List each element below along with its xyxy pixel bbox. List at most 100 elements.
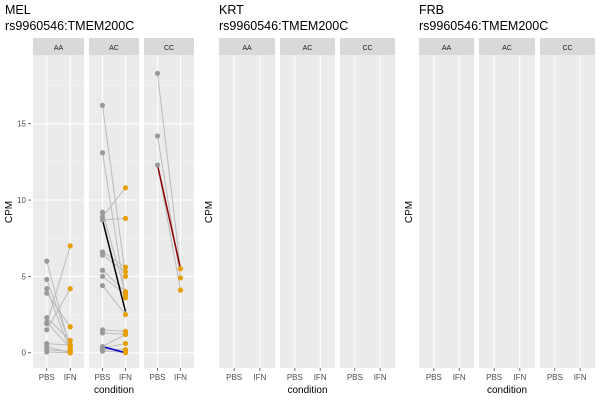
x-tick-label: IFN bbox=[174, 373, 187, 382]
facet-ac: AC PBS IFN bbox=[89, 38, 139, 382]
facet-strip-label: AC bbox=[502, 45, 512, 52]
point-pbs bbox=[44, 290, 50, 296]
point-ifn bbox=[122, 331, 129, 338]
point-ifn bbox=[67, 337, 73, 344]
facet-cc: CC PBS IFN bbox=[340, 38, 395, 382]
y-axis-label: CPM bbox=[4, 201, 15, 223]
point-ifn bbox=[122, 215, 129, 221]
y-tick-label: 0 bbox=[22, 349, 27, 358]
pair-line bbox=[46, 343, 71, 346]
point-pbs bbox=[154, 70, 161, 76]
facet-strip-label: AA bbox=[442, 45, 452, 52]
pair-line bbox=[102, 187, 126, 218]
point-ifn bbox=[122, 264, 129, 270]
point-pbs bbox=[44, 315, 50, 321]
point-ifn bbox=[67, 324, 73, 330]
x-tick-label: PBS bbox=[39, 373, 55, 382]
panel-background bbox=[479, 55, 535, 368]
point-pbs bbox=[44, 321, 50, 327]
facet-strip-label: AA bbox=[54, 45, 64, 52]
pair-line bbox=[102, 275, 126, 296]
point-pbs bbox=[99, 217, 106, 223]
facet-cc: CC PBS IFN bbox=[540, 38, 595, 382]
facet-strip-label: AA bbox=[242, 45, 252, 52]
facet-strip bbox=[89, 38, 139, 55]
panel-background bbox=[89, 55, 139, 368]
facet-strip bbox=[33, 38, 84, 55]
chart-title: KRT bbox=[219, 3, 244, 17]
y-tick-label: 5 bbox=[22, 272, 27, 281]
x-tick-label: PBS bbox=[347, 373, 363, 382]
point-pbs bbox=[44, 276, 50, 283]
y-axis-label: CPM bbox=[204, 201, 215, 223]
chart-subtitle: rs9960546:TMEM200C bbox=[5, 19, 134, 33]
point-ifn bbox=[177, 275, 184, 281]
facet-strip bbox=[419, 38, 474, 55]
point-ifn bbox=[122, 185, 129, 191]
pair-line bbox=[157, 164, 181, 291]
facet-cc: CC PBS IFN bbox=[144, 38, 194, 382]
pair-line bbox=[102, 105, 126, 277]
panel-background bbox=[340, 55, 395, 368]
pair-line bbox=[102, 285, 126, 315]
point-pbs bbox=[99, 330, 106, 336]
point-ifn bbox=[122, 348, 129, 354]
point-pbs bbox=[44, 349, 50, 355]
chart-subtitle: rs9960546:TMEM200C bbox=[419, 19, 548, 33]
pair-line bbox=[102, 329, 126, 332]
highlight-line bbox=[102, 345, 126, 354]
x-tick-label: IFN bbox=[314, 373, 327, 382]
x-axis-label: condition bbox=[94, 385, 134, 396]
chart-krt: KRT rs9960546:TMEM200C CPM AA PBS IFN AC PBS IFN… bbox=[204, 3, 395, 396]
panel-background bbox=[144, 55, 194, 368]
point-pbs bbox=[154, 162, 161, 168]
x-tick-label: PBS bbox=[287, 373, 303, 382]
x-tick-label: PBS bbox=[226, 373, 242, 382]
chart-subtitle: rs9960546:TMEM200C bbox=[219, 19, 348, 33]
x-tick-label: IFN bbox=[64, 373, 77, 382]
pair-line bbox=[46, 279, 71, 346]
pair-line bbox=[102, 251, 126, 268]
point-ifn bbox=[122, 311, 129, 318]
point-pbs bbox=[99, 273, 106, 279]
x-tick-label: IFN bbox=[453, 373, 466, 382]
pair-line bbox=[157, 73, 181, 269]
pair-line bbox=[46, 288, 71, 331]
pair-line bbox=[46, 351, 71, 354]
panel-background bbox=[419, 55, 474, 368]
x-tick-label: PBS bbox=[486, 373, 502, 382]
facet-ac: AC PBS IFN bbox=[280, 38, 335, 382]
pair-line bbox=[102, 332, 126, 335]
pair-line bbox=[102, 212, 126, 294]
pair-line bbox=[46, 317, 71, 341]
point-pbs bbox=[154, 133, 161, 139]
chart-title: FRB bbox=[419, 3, 444, 17]
point-ifn bbox=[122, 273, 129, 279]
point-ifn bbox=[177, 287, 184, 293]
x-axis-label: condition bbox=[487, 385, 527, 396]
point-pbs bbox=[99, 252, 106, 258]
facet-strip bbox=[479, 38, 535, 55]
facet-strip bbox=[340, 38, 395, 55]
point-ifn bbox=[67, 243, 73, 249]
pair-line bbox=[102, 152, 126, 298]
y-axis-label: CPM bbox=[404, 201, 415, 223]
point-pbs bbox=[99, 267, 106, 273]
x-tick-label: PBS bbox=[149, 373, 165, 382]
point-pbs bbox=[99, 102, 106, 108]
facet-strip bbox=[540, 38, 595, 55]
point-ifn bbox=[122, 292, 129, 298]
point-pbs bbox=[44, 327, 50, 333]
pair-line bbox=[46, 245, 71, 324]
chart-title: MEL bbox=[5, 3, 31, 17]
point-ifn bbox=[122, 269, 129, 275]
y-tick-label: 15 bbox=[17, 120, 26, 129]
point-pbs bbox=[99, 209, 106, 215]
point-pbs bbox=[44, 258, 50, 264]
x-tick-label: PBS bbox=[94, 373, 110, 382]
facet-strip-label: AC bbox=[109, 45, 119, 52]
facet-aa: AA PBS IFN bbox=[219, 38, 275, 382]
y-tick-label: 10 bbox=[17, 196, 26, 205]
x-tick-label: IFN bbox=[253, 373, 266, 382]
